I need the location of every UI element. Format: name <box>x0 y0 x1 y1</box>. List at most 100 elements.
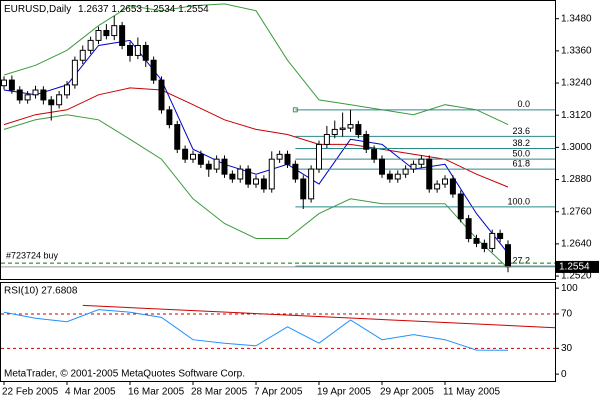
candle-body <box>308 168 315 200</box>
main-frame <box>0 0 556 280</box>
candle-body <box>260 178 267 190</box>
candle-body <box>434 183 441 190</box>
candle-body <box>418 158 425 165</box>
x-tick-label: 11 May 2005 <box>443 387 501 398</box>
x-tick-label: 29 Apr 2005 <box>380 387 434 398</box>
candle-body <box>174 124 181 150</box>
fibo-label: 100.0 <box>507 196 530 206</box>
y-tick-label: 1.2880 <box>561 174 592 185</box>
candle-body <box>442 178 448 185</box>
header-open: 1.2637 <box>78 4 109 15</box>
candle-body <box>213 158 220 170</box>
candle-body <box>134 45 141 56</box>
fibo-label: 0.0 <box>517 99 530 109</box>
candle-body <box>473 238 480 244</box>
candle-body <box>457 193 464 220</box>
x-tick-label: 22 Feb 2005 <box>2 387 59 398</box>
y-tick-label: 1.3120 <box>561 110 592 121</box>
x-tick-label: 7 Apr 2005 <box>254 387 303 398</box>
candle-body <box>229 173 236 180</box>
header-high: 1.2653 <box>111 4 142 15</box>
candle-body <box>284 153 291 165</box>
y-tick-label: 1.3360 <box>561 46 592 57</box>
y-tick-label: 70 <box>561 309 573 320</box>
candle-body <box>331 128 338 136</box>
order-label: #723724 buy <box>6 251 59 261</box>
candle-body <box>489 232 496 249</box>
candle-body <box>127 45 133 56</box>
candle-body <box>32 89 39 96</box>
candle-body <box>347 124 354 129</box>
candle-body <box>253 178 259 185</box>
header-low: 1.2534 <box>145 4 176 15</box>
y-tick-label: 1.2520 <box>561 271 592 282</box>
candle-body <box>363 134 370 150</box>
candle-body <box>71 59 78 86</box>
candle-body <box>268 158 275 190</box>
rsi-trendline <box>82 304 556 329</box>
candle-body <box>119 25 126 47</box>
last-price-box <box>556 260 599 273</box>
indicator-line <box>3 114 509 269</box>
candle-body <box>24 94 31 101</box>
candle-body <box>79 49 86 61</box>
candle-body <box>481 242 488 249</box>
indicator-line <box>3 87 509 188</box>
candle-body <box>221 158 228 175</box>
candle-body <box>497 232 504 240</box>
plot-layer: 1.3480 1.3360 1.3240 1.3120 1.3000 1.2880 1.27… <box>1 3 599 398</box>
candle-body <box>426 158 433 190</box>
x-tick-label: 28 Mar 2005 <box>191 387 248 398</box>
y-tick-label: 1.3480 <box>561 13 592 24</box>
candle-body <box>355 124 362 136</box>
candle-body <box>87 39 94 51</box>
candle-body <box>410 163 417 170</box>
candle-body <box>276 153 283 160</box>
candle-body <box>197 153 204 165</box>
candle-body <box>103 29 110 37</box>
candle-body <box>8 79 15 91</box>
copyright: MetaTrader, © 2001-2005 MetaQuotes Softw… <box>4 369 245 380</box>
candle-body <box>48 99 55 106</box>
candle-body <box>300 178 307 200</box>
header: EURUSD,Daily 1.2637 1.2653 1.2534 1.2554 <box>4 4 209 15</box>
fibo-label: 127.2 <box>507 256 530 266</box>
candle-body <box>16 89 23 101</box>
header-close: 1.2554 <box>178 4 209 15</box>
fibo-label: 61.8 <box>512 158 530 168</box>
last-price-label: 1.2554 <box>559 262 590 273</box>
candle-body <box>40 89 47 101</box>
candle-body <box>182 148 189 160</box>
rsi-line <box>3 309 509 351</box>
candle-body <box>56 94 63 106</box>
candle-body <box>142 45 149 61</box>
candle-body <box>394 173 401 180</box>
candle-body <box>95 29 102 41</box>
candle-body <box>237 168 244 180</box>
candle-body <box>339 127 346 130</box>
candle-body <box>449 178 456 195</box>
candle-body <box>190 153 196 160</box>
candle-body <box>245 168 252 185</box>
candle-body <box>292 163 299 180</box>
candle-body <box>158 79 165 111</box>
x-tick-label: 4 Mar 2005 <box>65 387 116 398</box>
y-tick-label: 1.2640 <box>561 239 592 250</box>
indicator-line <box>3 3 509 126</box>
x-tick-label: 16 Mar 2005 <box>128 387 185 398</box>
candle-body <box>205 163 212 170</box>
candle-body <box>150 59 157 81</box>
candle-body <box>465 218 472 240</box>
indicator-line <box>3 39 509 254</box>
symbol: EURUSD,Daily <box>4 4 71 15</box>
y-tick-label: 1.2760 <box>561 206 592 217</box>
y-tick-label: 0 <box>561 369 567 380</box>
candle-body <box>379 158 385 175</box>
candle-body <box>166 109 173 126</box>
candle-body <box>1 79 7 87</box>
fibo-label: 23.6 <box>512 126 530 136</box>
fibo-label: 50.0 <box>512 149 530 159</box>
rsi-title: RSI(10) 27.6808 <box>4 286 78 297</box>
y-tick-label: 1.3000 <box>561 142 592 153</box>
x-tick-label: 19 Apr 2005 <box>317 387 371 398</box>
